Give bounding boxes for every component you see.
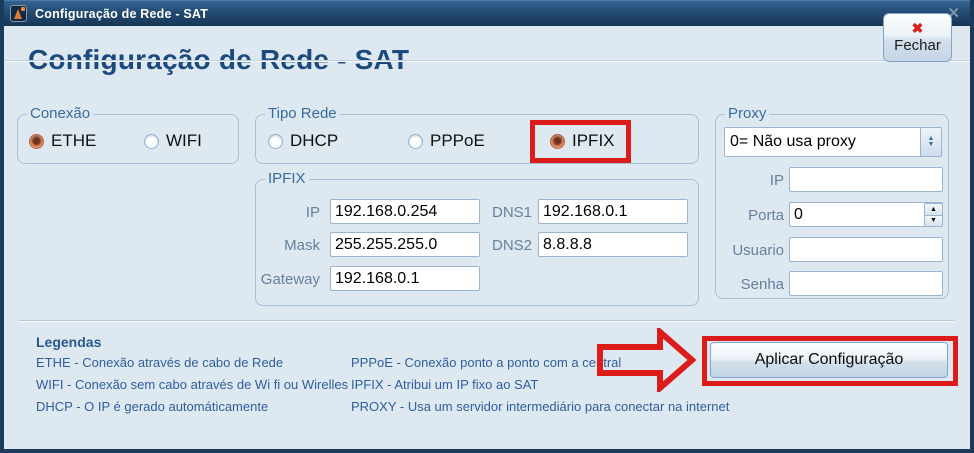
spinner-up-icon[interactable]: ▲ [924,203,943,215]
group-conexao: Conexão ETHE WIFI [17,105,239,164]
proxy-porta-label: Porta [748,207,784,224]
group-tipo-rede: Tipo Rede DHCP PPPoE IPFIX [255,105,699,164]
group-ipfix-label: IPFIX [265,170,309,187]
radio-unselected-icon [408,133,423,149]
cone-icon [14,9,22,19]
proxy-mode-value: 0= Não usa proxy [730,133,856,150]
proxy-usuario-input[interactable] [789,237,943,262]
ipfix-ip-label: IP [305,204,320,221]
group-proxy-label: Proxy [725,105,770,122]
aplicar-configuracao-button[interactable]: Aplicar Configuração [710,342,948,378]
legend-proxy: PROXY - Usa um servidor intermediário pa… [351,399,730,414]
page-title: Configuração de Rede - SAT [28,44,410,75]
radio-ethe-label: ETHE [51,131,97,150]
ipfix-dns2-label: DNS2 [492,237,533,254]
radio-selected-icon [29,133,44,149]
radio-wifi-label: WIFI [166,131,202,150]
group-tipo-rede-label: Tipo Rede [265,105,340,122]
ipfix-mask-label: Mask [284,237,320,254]
group-conexao-label: Conexão [27,105,94,122]
legend-divider [18,320,954,322]
radio-ipfix-label: IPFIX [572,131,615,150]
ipfix-dns1-input[interactable] [538,199,688,224]
heading-divider [4,60,970,62]
fechar-label: Fechar [894,37,941,54]
ipfix-gateway-label: Gateway [260,271,320,288]
radio-ipfix[interactable]: IPFIX [550,131,615,151]
radio-dhcp[interactable]: DHCP [268,131,338,151]
legend-ipfix: IPFIX - Atribui um IP fixo ao SAT [351,377,539,392]
group-proxy: Proxy 0= Não usa proxy ▲▼ IP Porta ▲ ▼ U… [715,105,949,299]
titlebar: Configuração de Rede - SAT ✕ [4,0,970,26]
icon-dot [21,7,25,11]
radio-pppoe[interactable]: PPPoE [408,131,485,151]
proxy-senha-label: Senha [740,276,784,293]
proxy-porta-input[interactable] [789,202,943,227]
legend-pppoe: PPPoE - Conexão ponto a ponto com a cent… [351,355,622,370]
porta-spinner: ▲ ▼ [924,203,943,227]
ipfix-mask-input[interactable] [330,232,480,257]
ipfix-dns2-input[interactable] [538,232,688,257]
proxy-senha-input[interactable] [789,271,943,296]
fechar-button[interactable]: ✖ Fechar [883,13,952,62]
window-title: Configuração de Rede - SAT [35,6,209,21]
combo-spinner-icon[interactable]: ▲ ▼ [920,128,941,156]
legend-wifi: WIFI - Conexão sem cabo através de Wi fi… [36,377,349,392]
proxy-usuario-label: Usuario [732,242,784,259]
app-icon [10,5,27,22]
ipfix-ip-input[interactable] [330,199,480,224]
group-ipfix: IPFIX IP Mask Gateway DNS1 DNS2 [255,170,699,306]
ipfix-dns1-label: DNS1 [492,204,533,221]
legend-ethe: ETHE - Conexão através de cabo de Rede [36,355,284,370]
radio-unselected-icon [144,133,159,149]
legend-title: Legendas [36,334,102,350]
spinner-down-icon[interactable]: ▼ [924,214,943,227]
proxy-ip-input[interactable] [789,167,943,192]
radio-selected-icon [550,133,565,149]
radio-unselected-icon [268,133,283,149]
legend-dhcp: DHCP - O IP é gerado automáticamente [36,399,269,414]
radio-pppoe-label: PPPoE [430,131,485,150]
radio-ethe[interactable]: ETHE [29,131,96,151]
radio-wifi[interactable]: WIFI [144,131,202,151]
close-x-icon: ✖ [911,20,924,36]
ipfix-gateway-input[interactable] [330,266,480,291]
radio-dhcp-label: DHCP [290,131,339,150]
proxy-mode-select[interactable]: 0= Não usa proxy ▲ ▼ [724,127,942,157]
proxy-ip-label: IP [769,172,784,189]
